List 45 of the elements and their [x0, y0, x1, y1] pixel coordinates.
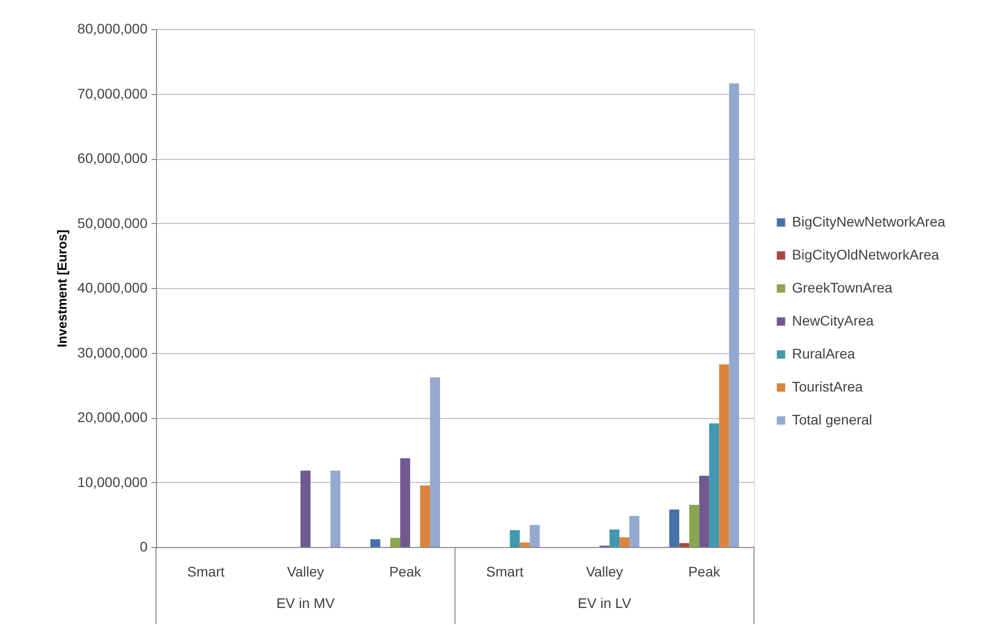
bar [520, 542, 530, 547]
x-tick-label: Valley [586, 564, 624, 580]
bar [709, 423, 720, 547]
bar [530, 524, 540, 547]
y-tick-label: 60,000,000 [77, 150, 148, 166]
text: EV in LV [578, 595, 632, 611]
bar [629, 516, 640, 547]
y-tick-label: 50,000,000 [77, 214, 148, 231]
y-tick-label: 40,000,000 [77, 280, 148, 296]
bar [719, 364, 730, 547]
bar [420, 485, 430, 547]
x-tick-label: Peak [688, 564, 722, 580]
bar [619, 537, 630, 547]
y-tick-label: 70,000,000 [77, 85, 148, 102]
bar [370, 539, 380, 547]
legend-label: NewCityArea [792, 312, 874, 328]
bar [689, 504, 700, 547]
legend-label: BigCityOldNetworkArea [792, 246, 940, 262]
y-tick-label: 0 [140, 538, 148, 554]
bar [330, 470, 340, 547]
legend-label: TouristArea [792, 378, 864, 394]
bar [699, 476, 710, 547]
y-tick-label: 30,000,000 [77, 344, 148, 360]
bar [300, 470, 310, 547]
x-tick-label: Smart [486, 564, 524, 580]
x-tick-label: Smart [187, 564, 225, 580]
y-axis-title: Investment [Euros] [54, 230, 70, 348]
text: EV in MV [276, 595, 336, 611]
bar [400, 458, 410, 547]
bar [390, 538, 400, 547]
bar [609, 530, 620, 547]
y-tick-label: 10,000,000 [77, 474, 148, 490]
legend-label: GreekTownArea [792, 279, 893, 296]
bar [430, 377, 440, 547]
y-tick-label: 80,000,000 [77, 20, 148, 36]
bar [679, 543, 690, 547]
y-tick-label: 20,000,000 [77, 409, 148, 425]
x-tick-label: Peak [389, 564, 422, 580]
bar [510, 530, 520, 547]
x-tick-label: Valley [286, 564, 324, 580]
bar [729, 83, 740, 547]
legend-label: RuralArea [792, 345, 856, 362]
legend-label: Total general [792, 411, 872, 428]
bar [669, 509, 680, 547]
legend-label: BigCityNewNetworkArea [792, 213, 946, 230]
